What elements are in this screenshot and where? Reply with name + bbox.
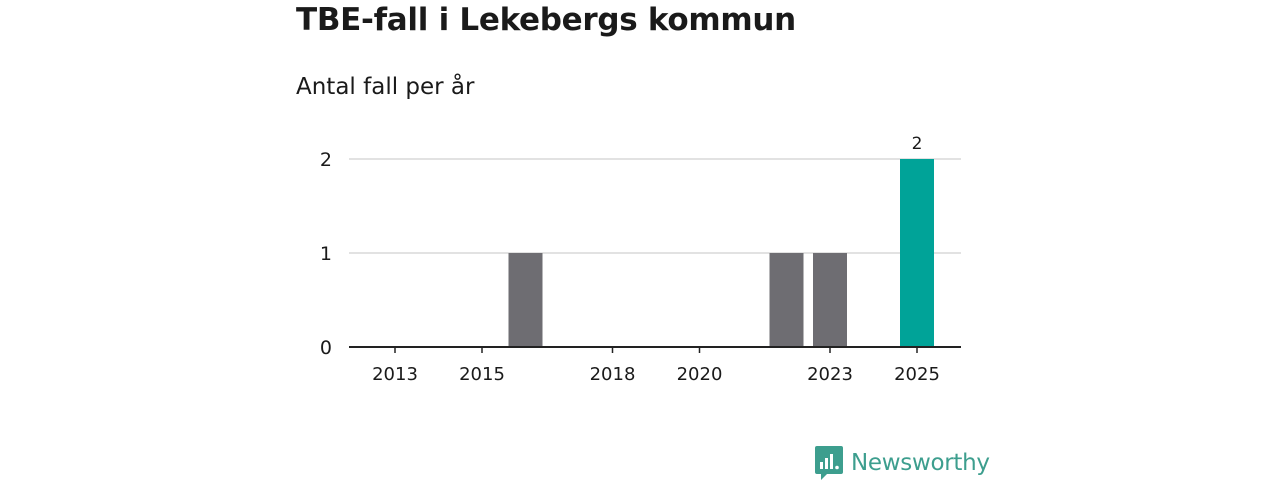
x-tick-label: 2013 bbox=[372, 364, 418, 385]
bar bbox=[813, 253, 847, 347]
chart-title: TBE-fall i Lekebergs kommun bbox=[296, 2, 796, 38]
x-tick-label: 2020 bbox=[677, 364, 723, 385]
y-tick-label: 1 bbox=[320, 243, 332, 265]
y-tick-label: 0 bbox=[320, 337, 332, 359]
x-tick-label: 2025 bbox=[894, 364, 940, 385]
bar bbox=[508, 253, 543, 347]
y-tick-label: 2 bbox=[320, 149, 332, 171]
data-label: 2 bbox=[912, 134, 923, 154]
x-tick-label: 2023 bbox=[807, 364, 853, 385]
newsworthy-logo-icon bbox=[815, 446, 843, 480]
x-tick-label: 2018 bbox=[590, 364, 636, 385]
newsworthy-logo: Newsworthy bbox=[815, 446, 990, 480]
x-tick-label: 2015 bbox=[459, 364, 505, 385]
chart-subtitle: Antal fall per år bbox=[296, 74, 475, 100]
brand-name: Newsworthy bbox=[851, 450, 990, 476]
bar bbox=[769, 253, 804, 347]
bar bbox=[900, 159, 934, 347]
